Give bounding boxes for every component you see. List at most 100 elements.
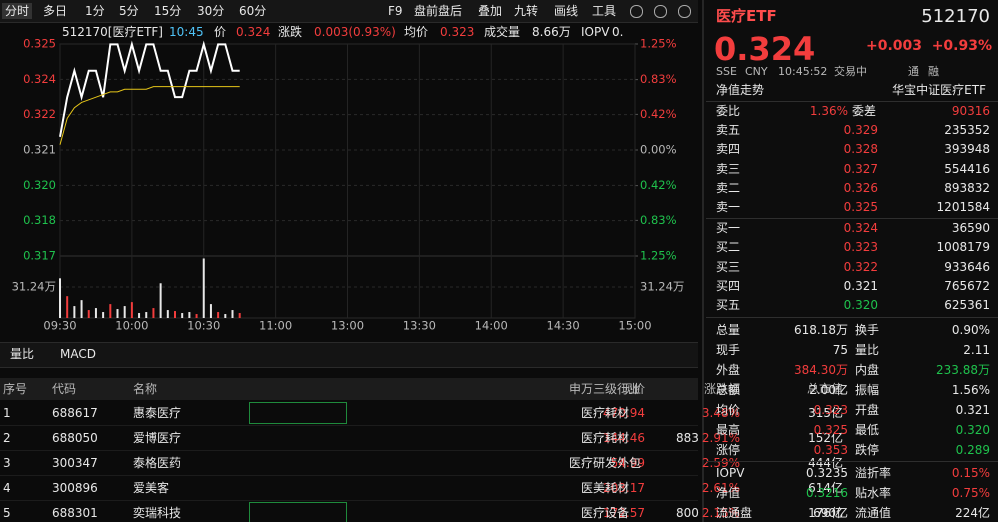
table-cell: 爱美客 xyxy=(133,481,170,495)
table-cell: 688050 xyxy=(52,431,98,445)
nav-link[interactable]: 净值走势 xyxy=(716,83,765,97)
icon-button[interactable] xyxy=(654,5,667,18)
ob-level: 卖四 xyxy=(716,142,741,157)
table-cell: 800 xyxy=(676,506,699,520)
stat-label: 净值 xyxy=(716,486,741,500)
icon-button[interactable] xyxy=(630,5,643,18)
volume-tick-label: 31.24万 xyxy=(12,280,56,294)
table-cell: 176亿 xyxy=(808,506,843,520)
ob-price: 0.327 xyxy=(843,161,878,176)
icon-button[interactable] xyxy=(678,5,691,18)
period-tab[interactable]: 分时 xyxy=(2,3,33,19)
table-header[interactable]: 涨跌幅 xyxy=(703,382,740,396)
y-tick-label: 0.324 xyxy=(23,72,56,86)
volume-bar xyxy=(159,283,162,318)
x-tick-label: 10:00 xyxy=(115,319,148,333)
stat-value: 75 xyxy=(832,343,848,357)
stat-label: 开盘 xyxy=(855,403,880,417)
indicator-tab[interactable]: 量比 xyxy=(10,347,35,361)
x-tick-label: 13:30 xyxy=(403,319,436,333)
stat-value: 0.321 xyxy=(955,403,990,417)
ob-price: 0.322 xyxy=(843,259,878,274)
volume-bar xyxy=(94,308,97,318)
stat-value: 1.56% xyxy=(951,383,990,397)
table-cell: 惠泰医疗 xyxy=(133,406,182,420)
ob-price: 0.328 xyxy=(843,142,878,157)
volume-bar xyxy=(174,311,176,318)
stat-label: 流通值 xyxy=(855,506,892,520)
stat-value: 0.3235 xyxy=(806,466,848,480)
tool-button[interactable]: 工具 xyxy=(592,4,617,18)
period-tab[interactable]: 60分 xyxy=(239,4,267,18)
stat-label: 最高 xyxy=(716,423,741,437)
ob-label: 委比 xyxy=(716,104,741,118)
table-header[interactable]: 序号 xyxy=(3,382,28,396)
period-tab[interactable]: 多日 xyxy=(43,4,68,18)
ob-value: 1.36% xyxy=(809,104,848,118)
x-tick-label: 14:30 xyxy=(547,319,580,333)
ob-level: 买二 xyxy=(716,240,741,255)
row-divider xyxy=(0,475,698,476)
ob-volume: 625361 xyxy=(944,298,990,313)
stat-value: 233.88万 xyxy=(936,363,990,377)
right-panel xyxy=(702,0,998,522)
y-tick-label: 0.325 xyxy=(23,37,56,51)
table-header[interactable]: 现价 xyxy=(620,382,645,396)
tool-button[interactable]: 画线 xyxy=(554,4,579,18)
table-cell: 144.46 xyxy=(603,431,645,445)
period-tab[interactable]: 5分 xyxy=(119,4,139,18)
period-tab[interactable]: 1分 xyxy=(85,4,105,18)
tool-button[interactable]: 盘前盘后 xyxy=(414,4,463,18)
ob-volume: 1201584 xyxy=(936,200,990,215)
volume-bar xyxy=(130,302,133,318)
stat-label: 跌停 xyxy=(855,443,880,457)
y2-tick-label: 0.42% xyxy=(640,107,677,121)
period-tab[interactable]: 30分 xyxy=(197,4,225,18)
row-divider xyxy=(0,450,698,451)
stat-value: 0.325 xyxy=(813,423,848,437)
table-header[interactable]: 申万三级行业 xyxy=(568,382,641,396)
tool-button[interactable]: F9 xyxy=(388,4,403,18)
table-header[interactable]: 总市值 xyxy=(806,382,843,396)
tool-button[interactable]: 叠加 xyxy=(478,4,503,18)
stat-label: 涨停 xyxy=(716,443,741,457)
ob-volume: 235352 xyxy=(944,123,990,137)
table-cell: 2 xyxy=(3,431,11,445)
tool-button[interactable]: 九转 xyxy=(514,4,539,18)
table-header[interactable]: 代码 xyxy=(52,382,77,396)
info-value: 8.66万 xyxy=(532,25,571,39)
info-label: 均价 xyxy=(404,25,429,39)
y2-tick-label: 0.42% xyxy=(640,178,677,192)
volume-bar xyxy=(238,313,241,318)
table-cell: 医美耗材 xyxy=(580,481,629,495)
stat-value: 0.289 xyxy=(955,443,990,457)
info-value: 0.324 xyxy=(236,25,271,39)
table-header[interactable]: 名称 xyxy=(133,382,158,396)
divider xyxy=(706,317,998,318)
stat-label: 外盘 xyxy=(716,363,741,377)
y-tick-label: 0.322 xyxy=(23,107,56,121)
stat-label: 振幅 xyxy=(855,383,880,397)
row-divider xyxy=(0,500,698,501)
info-label: 价 xyxy=(214,25,227,39)
divider xyxy=(706,218,998,219)
table-cell: 泰格医药 xyxy=(133,456,182,470)
table-cell: 爱博医疗 xyxy=(133,431,182,445)
indicator-tab[interactable]: MACD xyxy=(60,347,96,361)
volume-bar xyxy=(87,310,90,318)
table-cell: 315亿 xyxy=(808,406,843,420)
period-tab[interactable]: 15分 xyxy=(154,4,182,18)
info-label: 涨跌 xyxy=(278,25,303,39)
stat-label: 最低 xyxy=(855,423,880,437)
ob-level: 买一 xyxy=(716,221,741,235)
price-line xyxy=(59,40,240,137)
volume-bar xyxy=(209,304,212,318)
table-cell: 3 xyxy=(3,456,11,470)
quote-name: 医疗ETF xyxy=(716,7,777,25)
stat-label: 量比 xyxy=(855,343,880,357)
info-label: 成交量 xyxy=(484,25,521,39)
table-cell: 614亿 xyxy=(808,481,843,495)
info-value: 0. xyxy=(612,25,624,39)
stat-label: 均价 xyxy=(716,403,741,417)
table-cell: 203.17 xyxy=(603,481,645,495)
